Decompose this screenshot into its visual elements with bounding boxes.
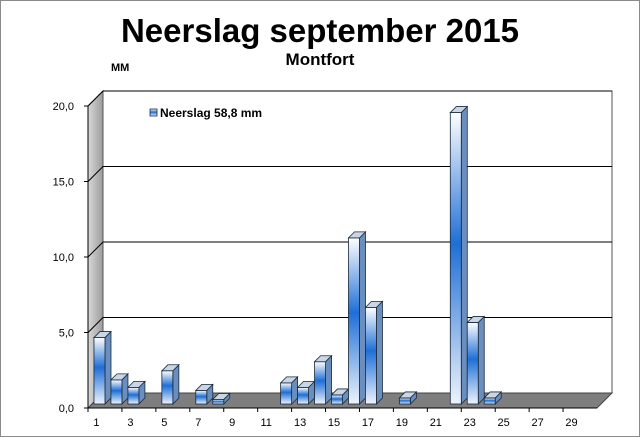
gridline xyxy=(87,90,612,107)
x-tick-label: 7 xyxy=(195,417,201,429)
y-tick-label: 10,0 xyxy=(53,252,74,264)
bar-day-8 xyxy=(211,392,231,405)
x-tick-label: 1 xyxy=(93,417,99,429)
bar-day-3 xyxy=(126,380,146,405)
gridline xyxy=(87,241,612,258)
bar-day-1 xyxy=(93,330,112,405)
x-tick-label: 27 xyxy=(531,417,543,429)
chart-title: Neerslag september 2015 xyxy=(120,12,520,49)
bar-day-12 xyxy=(279,375,299,405)
x-tick-label: 23 xyxy=(464,417,476,429)
bar-day-15 xyxy=(330,387,350,405)
bar-day-16 xyxy=(347,230,367,405)
x-tick-label: 29 xyxy=(565,417,577,429)
bar-day-19 xyxy=(398,390,418,405)
y-tick-label: 15,0 xyxy=(53,177,74,189)
bar-day-22 xyxy=(449,105,469,405)
legend-label: Neerslag 58,8 mm xyxy=(160,106,262,120)
y-tick-label: 0,0 xyxy=(59,403,74,415)
x-tick-label: 13 xyxy=(294,417,306,429)
chart-subtitle: Montfort xyxy=(285,50,355,69)
x-tick-label: 25 xyxy=(498,417,510,429)
x-tick-label: 9 xyxy=(229,417,235,429)
bar-day-5 xyxy=(160,363,180,405)
legend-swatch xyxy=(149,108,158,117)
gridline xyxy=(87,166,612,182)
bar-day-17 xyxy=(364,300,384,405)
gridline xyxy=(87,317,612,333)
x-tick-label: 5 xyxy=(161,417,167,429)
bar-day-23 xyxy=(466,315,486,405)
y-axis-unit-label: MM xyxy=(111,62,130,74)
bar-day-7 xyxy=(194,383,214,405)
x-tick-label: 11 xyxy=(260,417,271,429)
x-tick-label: 15 xyxy=(328,417,340,429)
y-tick-label: 20,0 xyxy=(53,101,74,113)
bar-day-13 xyxy=(296,380,316,405)
y-tick-label: 5,0 xyxy=(59,328,74,340)
x-tick-label: 3 xyxy=(127,417,133,429)
bar-day-14 xyxy=(313,354,333,405)
bar-day-2 xyxy=(109,372,129,405)
bar-day-24 xyxy=(483,390,503,405)
x-tick-label: 19 xyxy=(396,417,408,429)
x-tick-label: 17 xyxy=(362,417,374,429)
x-tick-label: 21 xyxy=(430,417,442,429)
